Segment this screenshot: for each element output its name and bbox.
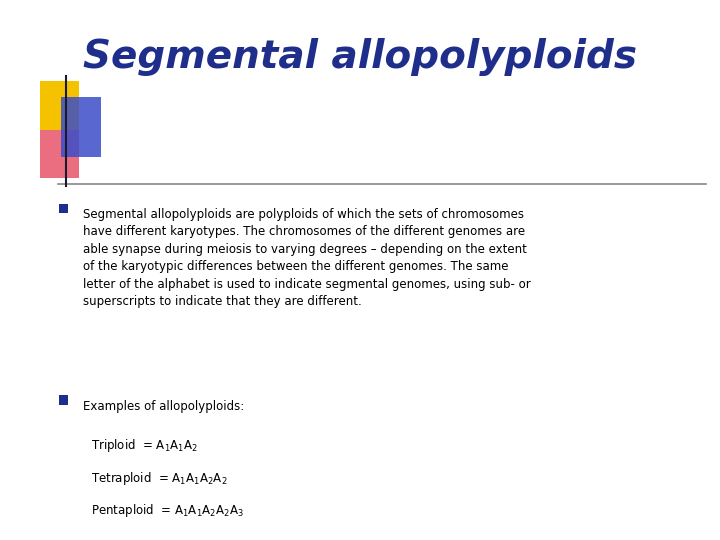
FancyBboxPatch shape <box>61 97 101 157</box>
Text: Examples of allopolyploids:: Examples of allopolyploids: <box>83 400 244 413</box>
Text: Tetraploid  = A$_1$A$_1$A$_2$A$_2$: Tetraploid = A$_1$A$_1$A$_2$A$_2$ <box>91 470 228 487</box>
Text: Triploid  = A$_1$A$_1$A$_2$: Triploid = A$_1$A$_1$A$_2$ <box>91 437 199 454</box>
Text: Segmental allopolyploids are polyploids of which the sets of chromosomes
have di: Segmental allopolyploids are polyploids … <box>83 208 531 308</box>
FancyBboxPatch shape <box>59 395 68 405</box>
Text: Segmental allopolyploids: Segmental allopolyploids <box>83 38 637 76</box>
FancyBboxPatch shape <box>59 204 68 213</box>
FancyBboxPatch shape <box>40 81 79 130</box>
FancyBboxPatch shape <box>40 130 79 178</box>
Text: Pentaploid  = A$_1$A$_1$A$_2$A$_2$A$_3$: Pentaploid = A$_1$A$_1$A$_2$A$_2$A$_3$ <box>91 502 244 519</box>
